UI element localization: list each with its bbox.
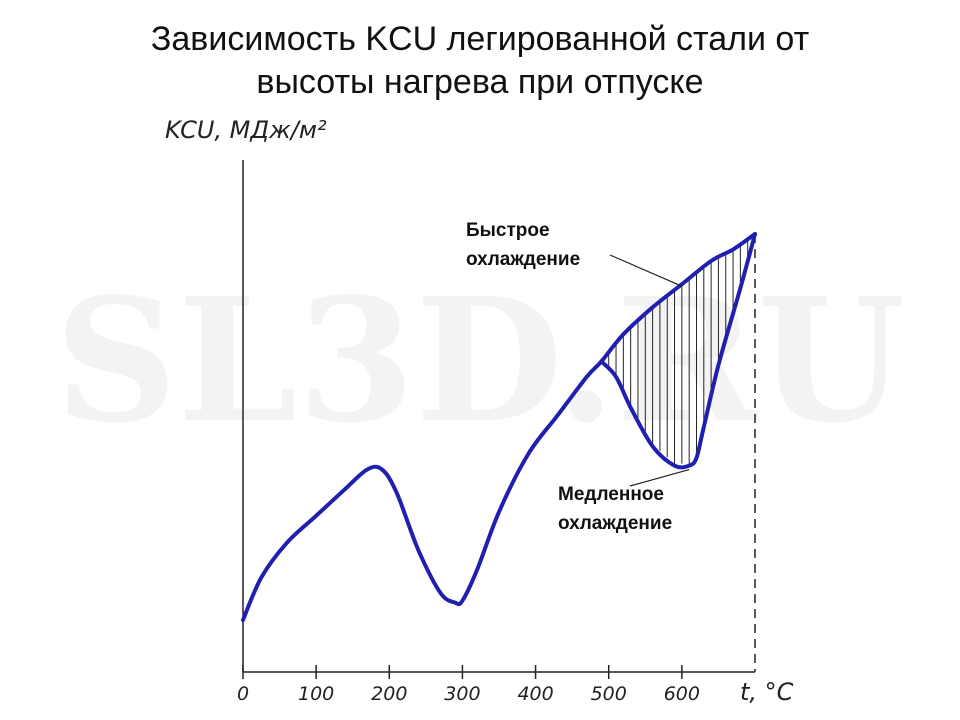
- y-axis-label: KCU, МДж/м²: [165, 116, 327, 144]
- x-tick-label-400: 400: [517, 683, 553, 705]
- x-tick-label-300: 300: [444, 683, 480, 705]
- annotation-slow-leader: [629, 469, 690, 487]
- x-tick-label-600: 600: [664, 683, 700, 705]
- annotation-slow-line-1: Медленное: [558, 484, 664, 505]
- annotation-fast-line-1: Быстрое: [466, 220, 550, 241]
- annotation-fast-leader: [609, 254, 683, 287]
- annotation-fast-cooling: Быстрое охлаждение: [466, 220, 683, 287]
- x-axis-label: t, °C: [740, 678, 794, 706]
- x-tick-label-0: 0: [237, 683, 249, 705]
- x-tick-label-500: 500: [591, 683, 627, 705]
- chart-title-line-2: высоты нагрева при отпуске: [256, 63, 704, 101]
- x-ticks: 0 100 200 300 400 500 600: [237, 665, 700, 705]
- annotation-slow-cooling: Медленное охлаждение: [558, 469, 690, 534]
- annotation-slow-line-2: охлаждение: [558, 513, 672, 534]
- series-line-fast-cooling: [241, 232, 757, 622]
- chart-title-line-1: Зависимость KCU легированной стали от: [150, 20, 810, 58]
- x-tick-label-100: 100: [298, 683, 334, 705]
- series-line-slow-cooling: [599, 232, 757, 470]
- hatched-region: [608, 241, 749, 464]
- x-tick-label-200: 200: [371, 683, 407, 705]
- series-lines: [241, 232, 757, 622]
- watermark: SL3D.RU: [55, 261, 906, 461]
- annotation-fast-line-2: охлаждение: [466, 249, 580, 270]
- chart-title: Зависимость KCU легированной стали от вы…: [0, 18, 960, 104]
